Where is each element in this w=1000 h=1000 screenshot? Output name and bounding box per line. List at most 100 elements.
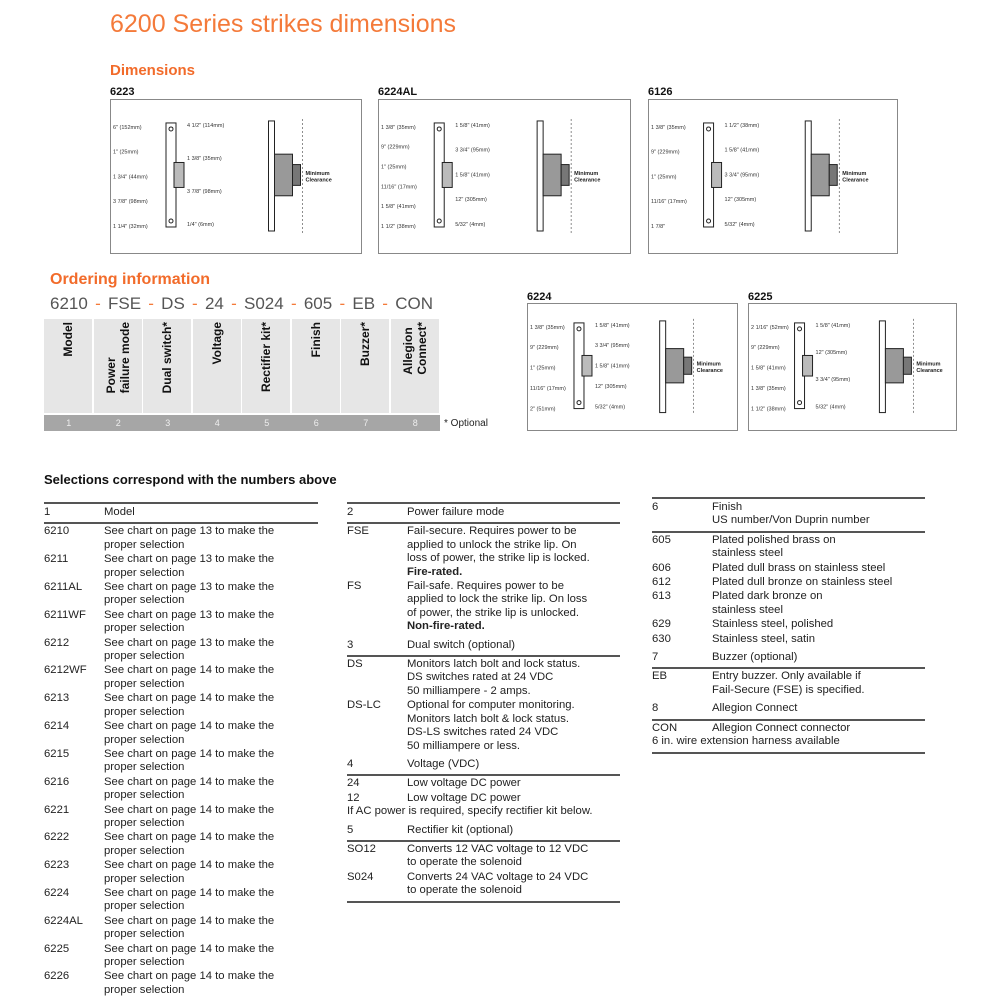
row-code: 6212 — [44, 636, 70, 649]
description-text: Converts 12 VAC voltage to 12 VDC to ope… — [407, 842, 589, 869]
description-text: Fail-secure. Requires power to be applie… — [407, 525, 590, 565]
dimension-label: 1" (25mm) — [381, 164, 407, 170]
ordering-column: Dual switch* — [143, 319, 191, 413]
row-code: 6211WF — [44, 608, 86, 621]
ordering-column: Rectifier kit* — [242, 319, 290, 413]
minimum-clearance-label: Minimum Clearance — [697, 362, 723, 375]
table-row: 6221 See chart on page 14 to make the pro… — [44, 803, 318, 831]
dimension-label: 6" (152mm) — [113, 125, 142, 131]
dimension-label: 5/32" (4mm) — [816, 404, 846, 410]
column-number: 7 — [363, 418, 369, 428]
faceplate-side — [659, 320, 667, 414]
description-text: Converts 24 VAC voltage to 24 VDC to ope… — [407, 870, 589, 897]
diagram-6224al: Minimum Clearance 1 3/8" (35mm) 9" (229mm) 1… — [378, 99, 631, 254]
dimension-label: 11/16" (17mm) — [381, 184, 417, 190]
table-row: 612 Plated dull bronze on stainless steel — [652, 575, 925, 589]
row-code: 6211 — [44, 553, 69, 566]
dimension-label: 3 3/4" (95mm) — [725, 172, 760, 178]
header-number: 7 — [652, 651, 659, 664]
dimension-label: 9" (229mm) — [530, 345, 559, 351]
dimension-label: 1 3/8" (35mm) — [381, 125, 416, 131]
model-label: 6224 — [527, 291, 552, 303]
code-dash: - — [231, 294, 237, 313]
minimum-clearance-label: Minimum Clearance — [574, 171, 600, 184]
column-label: Buzzer* — [358, 322, 372, 367]
model-label: 6224AL — [378, 86, 418, 98]
row-description: Converts 12 VAC voltage to 12 VDC to ope… — [407, 843, 588, 870]
table-row: 6222 See chart on page 14 to make the pro… — [44, 830, 318, 858]
dimension-label: 3 7/8" (98mm) — [113, 199, 148, 205]
code-segment: S024 — [244, 294, 284, 313]
row-code: 6224AL — [44, 914, 83, 927]
dimension-label: 1 5/8" (41mm) — [381, 204, 416, 210]
dimension-label: 3 3/4" (95mm) — [595, 343, 630, 349]
column-number: 4 — [214, 418, 220, 428]
row-code: DS — [347, 658, 363, 671]
description-text: Fail-safe. Requires power to be applied … — [407, 580, 588, 619]
row-code: 6211AL — [44, 581, 83, 594]
column-number: 6 — [313, 418, 319, 428]
dimension-label: 1 1/2" (38mm) — [725, 123, 760, 129]
dimension-label: 3 3/4" (95mm) — [455, 148, 490, 154]
table-row: FS Fail-safe. Requires power to be applie… — [347, 579, 620, 634]
table-header: 1 Model — [44, 502, 318, 525]
table-row: 630 Stainless steel, satin — [652, 632, 925, 646]
table-row: 6212WF See chart on page 14 to make the p… — [44, 663, 318, 691]
row-description: See chart on page 14 to make the proper … — [104, 942, 275, 968]
selections-heading: Selections correspond with the numbers a… — [44, 472, 337, 487]
header-title: Rectifier kit (optional) — [407, 823, 514, 836]
dimension-label: 1 5/8" (41mm) — [595, 323, 630, 329]
code-segment: DS — [161, 294, 185, 313]
keeper — [711, 161, 723, 188]
row-description: Low voltage DC power — [407, 777, 521, 790]
table-row: 6211 See chart on page 13 to make the pro… — [44, 552, 318, 580]
column-number: 1 — [66, 418, 72, 428]
table-row: DS Monitors latch bolt and lock status. D… — [347, 657, 620, 698]
ordering-column: Buzzer* — [341, 319, 389, 413]
code-dash: - — [339, 294, 346, 313]
dimension-label: 11/16" (17mm) — [651, 199, 687, 205]
table-row: 24 Low voltage DC power — [347, 776, 620, 790]
optional-note: * Optional — [444, 418, 488, 429]
dimension-label: 9" (229mm) — [381, 145, 410, 151]
fire-rating: Fire-rated. — [407, 565, 463, 578]
column-number: 8 — [412, 418, 418, 428]
ordering-column: Power failure mode — [93, 319, 142, 413]
row-code: FS — [347, 580, 362, 593]
row-code: 6216 — [44, 775, 70, 788]
options-table: 2 Power failure mode FSE Fail-secure. Requi… — [347, 502, 620, 903]
row-description: Optional for computer monitoring. Monito… — [407, 699, 575, 753]
column-label: Dual switch* — [160, 322, 174, 394]
column-number: 2 — [115, 418, 121, 428]
table-header: 6 Finish US number/Von Duprin number — [652, 497, 925, 533]
row-description: Allegion Connect connector — [712, 722, 850, 735]
row-description: Fail-secure. Requires power to be applie… — [407, 525, 590, 579]
table-row: 6225 See chart on page 14 to make the pro… — [44, 942, 318, 970]
row-code: 12 — [347, 791, 360, 804]
dimension-label: 1 1/4" (32mm) — [113, 224, 148, 230]
row-description: See chart on page 14 to make the proper … — [104, 970, 275, 996]
dimension-label: 1 3/8" (35mm) — [530, 325, 565, 331]
faceplate-side — [536, 120, 544, 232]
table-row: 6223 See chart on page 14 to make the pro… — [44, 858, 318, 886]
header-number: 8 — [652, 702, 659, 715]
dimension-label: 1 5/8" (41mm) — [455, 123, 490, 129]
header-title: Allegion Connect — [712, 702, 798, 715]
table-row: CON Allegion Connect connector — [652, 721, 925, 735]
ordering-column: Allegion Connect* — [390, 319, 439, 413]
ordering-column: Voltage — [192, 319, 241, 413]
row-description: See chart on page 14 to make the proper … — [104, 859, 275, 885]
dimension-label: 11/16" (17mm) — [530, 386, 566, 392]
row-code: 6223 — [44, 859, 70, 872]
table-header: 5 Rectifier kit (optional) — [347, 822, 620, 842]
column-number: 5 — [264, 418, 270, 428]
dimension-label: 1 1/2" (38mm) — [751, 406, 786, 412]
row-code: 606 — [652, 561, 671, 574]
dimension-label: 2 1/16" (52mm) — [751, 325, 789, 331]
table-row: 6213 See chart on page 14 to make the pro… — [44, 691, 318, 719]
dimension-label: 1 5/8" (41mm) — [816, 323, 851, 329]
row-code: S024 — [347, 870, 374, 883]
dimension-label: 5/32" (4mm) — [725, 222, 755, 228]
row-code: EB — [652, 670, 668, 683]
header-number: 5 — [347, 823, 354, 836]
